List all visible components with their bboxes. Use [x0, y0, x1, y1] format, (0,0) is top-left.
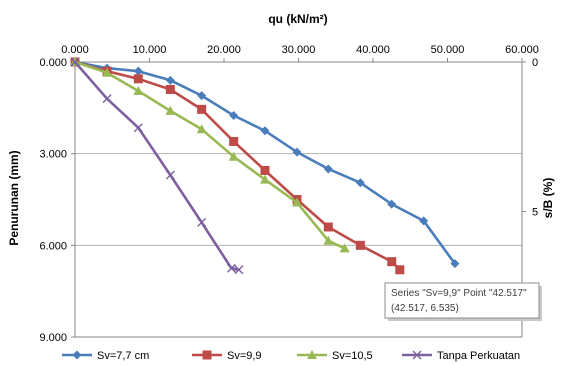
- legend-label: Sv=10,5: [332, 350, 373, 362]
- data-point-sv-9-9: [166, 85, 175, 94]
- y2-axis-title: s/B (%): [541, 178, 555, 219]
- legend-label: Tanpa Perkuatan: [437, 350, 520, 362]
- tooltip: Series "Sv=9,9" Point "42.517" (42.517, …: [385, 283, 542, 321]
- y-tick-label: 0.000: [39, 57, 67, 69]
- data-point-sv-9-9: [356, 241, 365, 250]
- tooltip-line-2: (42.517, 6.535): [391, 303, 459, 314]
- data-point-sv-9-9: [229, 137, 238, 146]
- x-tick-label: 30.000: [282, 44, 316, 56]
- x-tick-label: 60.000: [505, 44, 539, 56]
- x-tick-label: 20.000: [207, 44, 241, 56]
- x-axis-title: qu (kN/m²): [268, 12, 327, 26]
- data-point-sv-9-9: [387, 257, 396, 266]
- x-tick-label: 40.000: [356, 44, 390, 56]
- y-tick-label: 6.000: [39, 240, 67, 252]
- legend-label: Sv=7,7 cm: [97, 350, 149, 362]
- data-point-sv-9-9: [324, 223, 333, 232]
- y2-tick-label: 5: [532, 206, 538, 218]
- y-axis-title: Penurunan (mm): [7, 150, 21, 245]
- legend-label: Sv=9,9: [227, 350, 262, 362]
- legend-swatch-marker: [203, 351, 212, 360]
- y-tick-label: 3.000: [39, 149, 67, 161]
- data-point-sv-9-9: [260, 166, 269, 175]
- data-point-sv-9-9: [197, 105, 206, 114]
- x-tick-label: 50.000: [431, 44, 465, 56]
- y-tick-label: 9.000: [39, 332, 67, 344]
- y2-tick-label: 0: [532, 57, 538, 69]
- x-tick-label: 0.000: [61, 44, 89, 56]
- data-point-sv-9-9: [134, 74, 143, 83]
- x-tick-label: 10.000: [133, 44, 167, 56]
- data-point-sv-9-9: [395, 265, 404, 274]
- tooltip-line-1: Series "Sv=9,9" Point "42.517": [391, 288, 527, 299]
